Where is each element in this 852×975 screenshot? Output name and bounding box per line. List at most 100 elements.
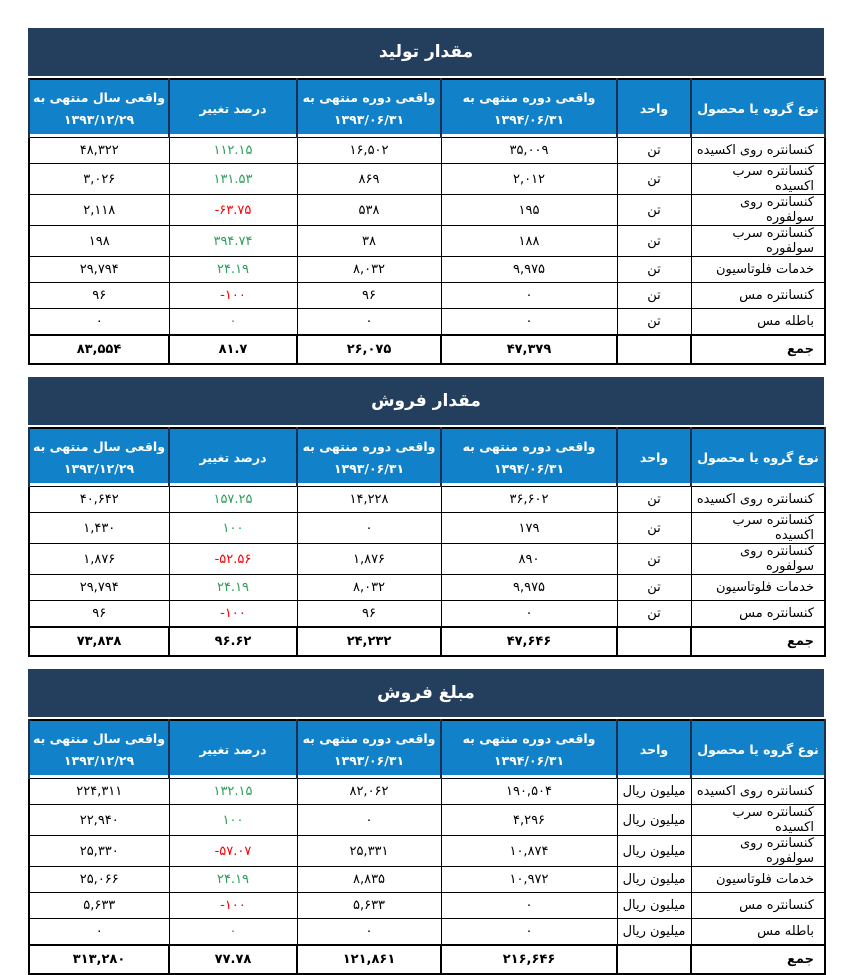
table-row: کنسانتره سرب اکسیده تن ۲,۰۱۲ ۸۶۹ ۱۳۱.۵۳ ۳,۰۲۶: [28, 163, 826, 195]
value-current-period-cell: ۰: [440, 892, 618, 919]
report: مقدار تولید نوع گروه یا محصول واحد واقعی دو…: [28, 28, 826, 975]
data-table: نوع گروه یا محصول واحد واقعی دوره منتهی به…: [28, 427, 826, 657]
total-current-period-cell: ۴۷,۳۷۹: [440, 334, 618, 365]
percent-change-cell: ۲۴.۱۹: [168, 866, 298, 893]
product-cell: کنسانتره روی سولفوره: [690, 543, 826, 575]
col-header-prior-period: واقعی دوره منتهی به ۱۳۹۳/۰۶/۳۱: [296, 720, 442, 779]
value-current-period-cell: ۰: [440, 308, 618, 336]
value-prior-year-cell: ۰: [28, 918, 170, 946]
value-current-period-cell: ۰: [440, 600, 618, 628]
table-title: مقدار تولید: [28, 28, 824, 76]
value-prior-year-cell: ۲,۱۱۸: [28, 194, 170, 226]
table-body: کنسانتره روی اکسیده تن ۳۵,۰۰۹ ۱۶,۵۰۲ ۱۱۲.۱۵ ۴…: [28, 137, 826, 336]
col-header-current-period-date: ۱۳۹۴/۰۶/۳۱: [493, 461, 565, 476]
product-cell: کنسانتره روی سولفوره: [690, 835, 826, 867]
value-prior-year-cell: ۲۲,۹۴۰: [28, 804, 170, 836]
col-header-prior-year-date: ۱۳۹۳/۱۲/۲۹: [63, 753, 135, 768]
value-prior-year-cell: ۱,۸۷۶: [28, 543, 170, 575]
unit-cell: تن: [616, 194, 692, 226]
table-header: نوع گروه یا محصول واحد واقعی دوره منتهی به…: [28, 428, 826, 487]
percent-change-cell: -۵۲.۵۶: [168, 543, 298, 575]
value-prior-year-cell: ۲۵,۰۶۶: [28, 866, 170, 893]
product-cell: کنسانتره سرب اکسیده: [690, 163, 826, 195]
value-current-period-cell: ۳۶,۶۰۲: [440, 486, 618, 513]
unit-cell: میلیون ریال: [616, 892, 692, 919]
percent-change-cell: ۰: [168, 308, 298, 336]
value-prior-period-cell: ۸,۰۳۲: [296, 256, 442, 283]
col-header-current-period: واقعی دوره منتهی به ۱۳۹۴/۰۶/۳۱: [440, 720, 618, 779]
total-percent-change-cell: ۷۷.۷۸: [168, 944, 298, 975]
table-row: کنسانتره مس میلیون ریال ۰ ۵,۶۳۳ -۱۰۰ ۵,۶۳۳: [28, 892, 826, 919]
total-prior-year-cell: ۷۳,۸۳۸: [28, 626, 170, 657]
col-header-change: درصد تغییر: [168, 428, 298, 487]
product-cell: کنسانتره روی سولفوره: [690, 194, 826, 226]
percent-change-cell: ۱۱۲.۱۵: [168, 137, 298, 164]
col-header-prior-year-label: واقعی سال منتهی به: [33, 731, 165, 746]
unit-cell: تن: [616, 163, 692, 195]
total-current-period-cell: ۲۱۶,۶۴۶: [440, 944, 618, 975]
product-cell: کنسانتره مس: [690, 282, 826, 309]
unit-cell: تن: [616, 512, 692, 544]
value-prior-period-cell: ۸,۰۳۲: [296, 574, 442, 601]
col-header-current-period-date: ۱۳۹۴/۰۶/۳۱: [493, 112, 565, 127]
value-prior-year-cell: ۵,۶۳۳: [28, 892, 170, 919]
unit-cell: میلیون ریال: [616, 918, 692, 946]
table-production-quantity: مقدار تولید نوع گروه یا محصول واحد واقعی دو…: [28, 28, 826, 365]
table-sales-amount: مبلغ فروش نوع گروه یا محصول واحد واقعی دوره…: [28, 669, 826, 975]
col-header-prior-year-label: واقعی سال منتهی به: [33, 90, 165, 105]
header-row: نوع گروه یا محصول واحد واقعی دوره منتهی به…: [28, 79, 826, 138]
percent-change-cell: ۱۰۰: [168, 804, 298, 836]
value-prior-period-cell: ۱,۸۷۶: [296, 543, 442, 575]
total-unit-cell: [616, 944, 692, 975]
percent-change-cell: -۱۰۰: [168, 282, 298, 309]
col-header-prior-period-label: واقعی دوره منتهی به: [302, 90, 436, 105]
table-footer: جمع ۲۱۶,۶۴۶ ۱۲۱,۸۶۱ ۷۷.۷۸ ۳۱۳,۲۸۰: [28, 944, 826, 975]
value-prior-period-cell: ۸,۸۳۵: [296, 866, 442, 893]
unit-cell: تن: [616, 308, 692, 336]
value-prior-year-cell: ۰: [28, 308, 170, 336]
table-footer: جمع ۴۷,۶۴۶ ۲۴,۲۳۲ ۹۶.۶۲ ۷۳,۸۳۸: [28, 626, 826, 657]
unit-cell: تن: [616, 486, 692, 513]
col-header-change: درصد تغییر: [168, 720, 298, 779]
total-row: جمع ۲۱۶,۶۴۶ ۱۲۱,۸۶۱ ۷۷.۷۸ ۳۱۳,۲۸۰: [28, 944, 826, 975]
col-header-current-period-date: ۱۳۹۴/۰۶/۳۱: [493, 753, 565, 768]
col-header-current-period-label: واقعی دوره منتهی به: [462, 439, 596, 454]
total-percent-change-cell: ۸۱.۷: [168, 334, 298, 365]
col-header-current-period: واقعی دوره منتهی به ۱۳۹۴/۰۶/۳۱: [440, 428, 618, 487]
value-prior-period-cell: ۳۸: [296, 225, 442, 257]
unit-cell: میلیون ریال: [616, 778, 692, 805]
col-header-prior-period: واقعی دوره منتهی به ۱۳۹۳/۰۶/۳۱: [296, 428, 442, 487]
table-footer: جمع ۴۷,۳۷۹ ۲۶,۰۷۵ ۸۱.۷ ۸۳,۵۵۴: [28, 334, 826, 365]
value-prior-period-cell: ۰: [296, 512, 442, 544]
value-current-period-cell: ۹,۹۷۵: [440, 256, 618, 283]
table-row: باطله مس میلیون ریال ۰ ۰ ۰ ۰: [28, 918, 826, 946]
header-row: نوع گروه یا محصول واحد واقعی دوره منتهی به…: [28, 428, 826, 487]
percent-change-cell: ۱۳۱.۵۳: [168, 163, 298, 195]
value-current-period-cell: ۳۵,۰۰۹: [440, 137, 618, 164]
table-row: کنسانتره روی سولفوره میلیون ریال ۱۰,۸۷۴ ۲۵,…: [28, 835, 826, 867]
table-row: کنسانتره مس تن ۰ ۹۶ -۱۰۰ ۹۶: [28, 282, 826, 309]
value-prior-period-cell: ۸۶۹: [296, 163, 442, 195]
total-prior-year-cell: ۳۱۳,۲۸۰: [28, 944, 170, 975]
value-prior-period-cell: ۵۳۸: [296, 194, 442, 226]
value-current-period-cell: ۱۷۹: [440, 512, 618, 544]
percent-change-cell: -۵۷.۰۷: [168, 835, 298, 867]
header-row: نوع گروه یا محصول واحد واقعی دوره منتهی به…: [28, 720, 826, 779]
percent-change-cell: -۱۰۰: [168, 892, 298, 919]
table-row: کنسانتره روی سولفوره تن ۸۹۰ ۱,۸۷۶ -۵۲.۵۶ ۱,۸۷…: [28, 543, 826, 575]
table-row: خدمات فلوتاسیون میلیون ریال ۱۰,۹۷۲ ۸,۸۳۵ ۲۴.…: [28, 866, 826, 893]
col-header-product: نوع گروه یا محصول: [690, 79, 826, 138]
col-header-prior-year: واقعی سال منتهی به ۱۳۹۳/۱۲/۲۹: [28, 428, 170, 487]
unit-cell: میلیون ریال: [616, 804, 692, 836]
total-unit-cell: [616, 334, 692, 365]
percent-change-cell: ۲۴.۱۹: [168, 256, 298, 283]
unit-cell: تن: [616, 137, 692, 164]
table-row: کنسانتره سرب اکسیده میلیون ریال ۴,۲۹۶ ۰ ۱۰۰ ۲…: [28, 804, 826, 836]
table-row: باطله مس تن ۰ ۰ ۰ ۰: [28, 308, 826, 336]
table-header: نوع گروه یا محصول واحد واقعی دوره منتهی به…: [28, 720, 826, 779]
total-row: جمع ۴۷,۶۴۶ ۲۴,۲۳۲ ۹۶.۶۲ ۷۳,۸۳۸: [28, 626, 826, 657]
col-header-prior-period-label: واقعی دوره منتهی به: [302, 731, 436, 746]
table-row: کنسانتره مس تن ۰ ۹۶ -۱۰۰ ۹۶: [28, 600, 826, 628]
product-cell: خدمات فلوتاسیون: [690, 866, 826, 893]
table-sales-quantity: مقدار فروش نوع گروه یا محصول واحد واقعی دور…: [28, 377, 826, 657]
